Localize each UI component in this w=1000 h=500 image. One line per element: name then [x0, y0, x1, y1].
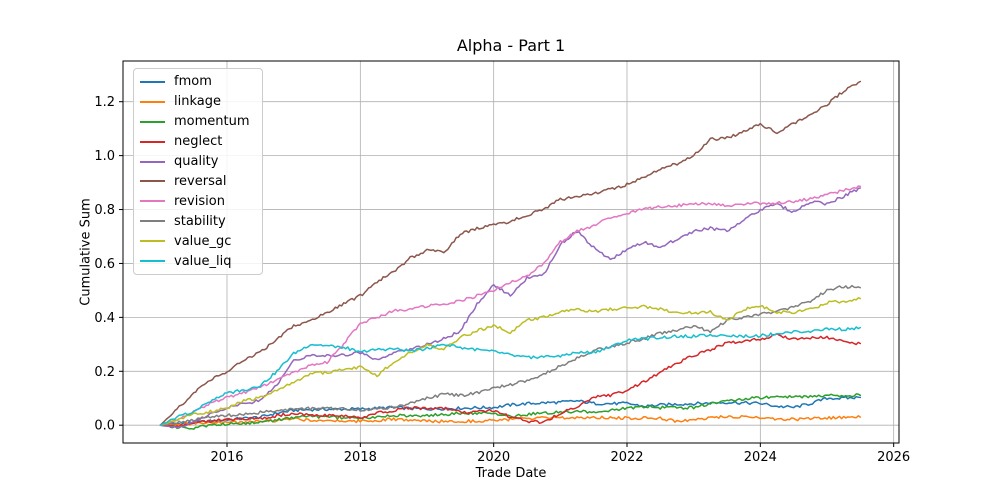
legend-swatch-reversal: [140, 180, 165, 183]
legend-label: reversal: [174, 173, 227, 189]
series-line-value_gc: [159, 297, 862, 426]
legend-label: value_liq: [174, 253, 232, 269]
y-tick-label: 1.0: [94, 149, 115, 164]
legend-swatch-momentum: [140, 120, 165, 123]
legend-item-revision: revision: [140, 191, 256, 211]
legend-label: fmom: [174, 74, 212, 90]
y-tick-label: 0.2: [94, 365, 115, 380]
y-tick-label: 0.8: [94, 203, 115, 218]
y-tick-label: 0.6: [94, 257, 115, 272]
legend-item-stability: stability: [140, 211, 256, 231]
legend-swatch-fmom: [140, 80, 165, 83]
legend-swatch-revision: [140, 200, 165, 203]
legend-swatch-neglect: [140, 140, 165, 143]
legend-item-value_liq: value_liq: [140, 251, 256, 271]
series-line-neglect: [159, 332, 862, 428]
legend-item-neglect: neglect: [140, 132, 256, 152]
legend-label: stability: [174, 213, 226, 229]
plot-border: [122, 60, 900, 444]
legend-item-value_gc: value_gc: [140, 231, 256, 251]
axis-tick-labels: 2016 2018 2020 2022 2024 2026 0.0 0.2 0.4 0.6 0.8 1…: [94, 95, 910, 465]
series-line-revision: [159, 185, 862, 426]
legend-swatch-quality: [140, 160, 165, 163]
x-tick-label: 2018: [344, 450, 377, 465]
legend-swatch-value_liq: [140, 260, 165, 263]
series-line-quality: [159, 187, 862, 429]
legend-swatch-stability: [140, 220, 165, 223]
series-line-momentum: [159, 393, 862, 430]
legend-swatch-linkage: [140, 100, 165, 103]
legend-label: momentum: [174, 114, 250, 130]
legend-label: revision: [174, 193, 225, 209]
legend-item-momentum: momentum: [140, 112, 256, 132]
legend-item-reversal: reversal: [140, 172, 256, 192]
y-tick-label: 1.2: [94, 95, 115, 110]
x-tick-label: 2026: [877, 450, 910, 465]
x-axis-label: Trade Date: [475, 466, 547, 481]
y-tick-label: 0.4: [94, 311, 115, 326]
x-tick-label: 2022: [610, 450, 643, 465]
y-axis-label: Cumulative Sum: [78, 198, 94, 306]
series-line-stability: [159, 284, 862, 426]
x-tick-label: 2016: [210, 450, 243, 465]
legend: fmom linkage momentum neglect quality reversa…: [133, 68, 263, 275]
legend-swatch-value_gc: [140, 240, 165, 243]
legend-item-fmom: fmom: [140, 72, 256, 92]
axis-ticks: [119, 101, 895, 447]
series-line-value_liq: [159, 326, 862, 426]
legend-item-linkage: linkage: [140, 92, 256, 112]
chart-title: Alpha - Part 1: [456, 36, 566, 55]
legend-label: quality: [174, 154, 219, 170]
legend-label: neglect: [174, 134, 223, 150]
legend-item-quality: quality: [140, 152, 256, 172]
legend-label: value_gc: [174, 233, 232, 249]
x-tick-label: 2024: [744, 450, 777, 465]
series-line-reversal: [159, 80, 862, 426]
y-tick-label: 0.0: [94, 419, 115, 434]
x-tick-label: 2020: [477, 450, 510, 465]
legend-label: linkage: [174, 94, 221, 110]
